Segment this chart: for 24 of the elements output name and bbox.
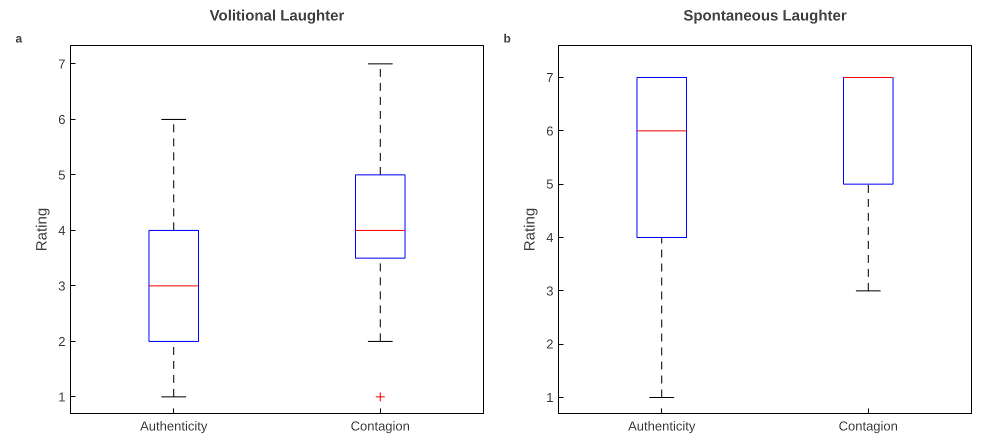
y-tick-label: 3 [546,283,554,298]
y-tick-label: 1 [58,389,66,404]
y-tick-label: 1 [546,390,554,405]
y-tick-label: 2 [58,334,66,349]
y-tick-label: 7 [58,56,66,72]
x-tick-label: Authenticity [140,418,208,434]
y-tick-label: 7 [546,70,554,85]
x-tick-label: Authenticity [628,418,696,434]
text: a [16,32,22,46]
y-tick-label: 3 [58,278,66,294]
y-axis-title: Rating [33,208,50,252]
text: b [504,32,511,46]
y-tick-label: 2 [546,336,554,352]
chart-title: Volitional Laughter [210,8,345,24]
x-tick-label: Contagion [350,418,410,434]
y-axis-title: Rating [521,208,538,252]
y-tick-label: 4 [58,222,66,238]
chart-title: Spontaneous Laughter [683,8,847,24]
x-tick-label: Contagion [838,418,898,434]
y-tick-label: 6 [58,112,66,127]
y-tick-label: 5 [58,167,66,182]
y-tick-label: 6 [546,123,554,138]
y-tick-label: 5 [546,176,554,192]
y-tick-label: 4 [546,230,554,245]
